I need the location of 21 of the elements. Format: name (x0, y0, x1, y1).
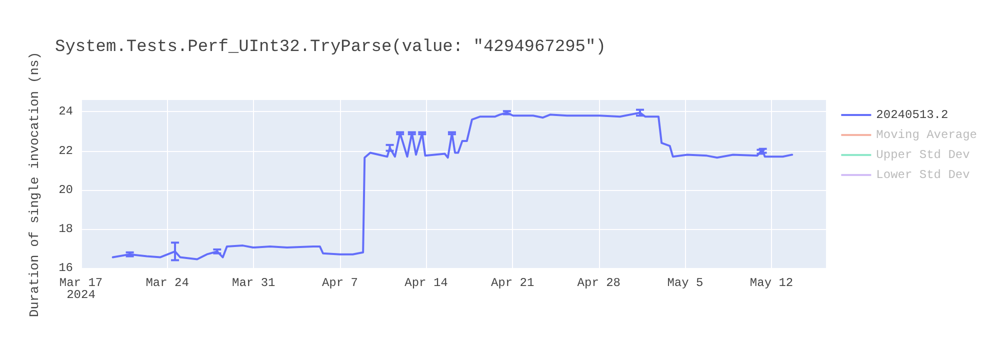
x-tick-label: Apr 14 (404, 276, 448, 290)
x-tick-label: Mar 31 (232, 276, 276, 290)
x-tick-label: Mar 17 2024 (59, 276, 103, 302)
legend-label: 20240513.2 (876, 108, 948, 122)
chart-title: System.Tests.Perf_UInt32.TryParse(value: "4294967295") (55, 38, 606, 57)
x-tick-label: Apr 28 (577, 276, 621, 290)
y-tick-label: 16 (58, 261, 73, 276)
y-tick-label: 22 (58, 144, 73, 158)
x-tick-label: Apr 21 (490, 276, 534, 290)
y-tick-label: 18 (58, 222, 73, 236)
legend-label: Moving Average (876, 128, 978, 142)
line-series (112, 112, 794, 260)
legend-label: Lower Std Dev (876, 168, 970, 182)
x-tick-label: Apr 7 (322, 276, 358, 290)
x-tick-label: May 12 (750, 276, 794, 290)
y-axis-title: Duration of single invocation (ns) (27, 52, 42, 318)
x-tick-label: May 5 (667, 276, 704, 290)
x-tick-label: Mar 24 (146, 276, 189, 290)
y-tick-label: 20 (58, 182, 73, 197)
y-tick-label: 24 (58, 104, 73, 119)
legend-label: Upper Std Dev (876, 148, 970, 162)
